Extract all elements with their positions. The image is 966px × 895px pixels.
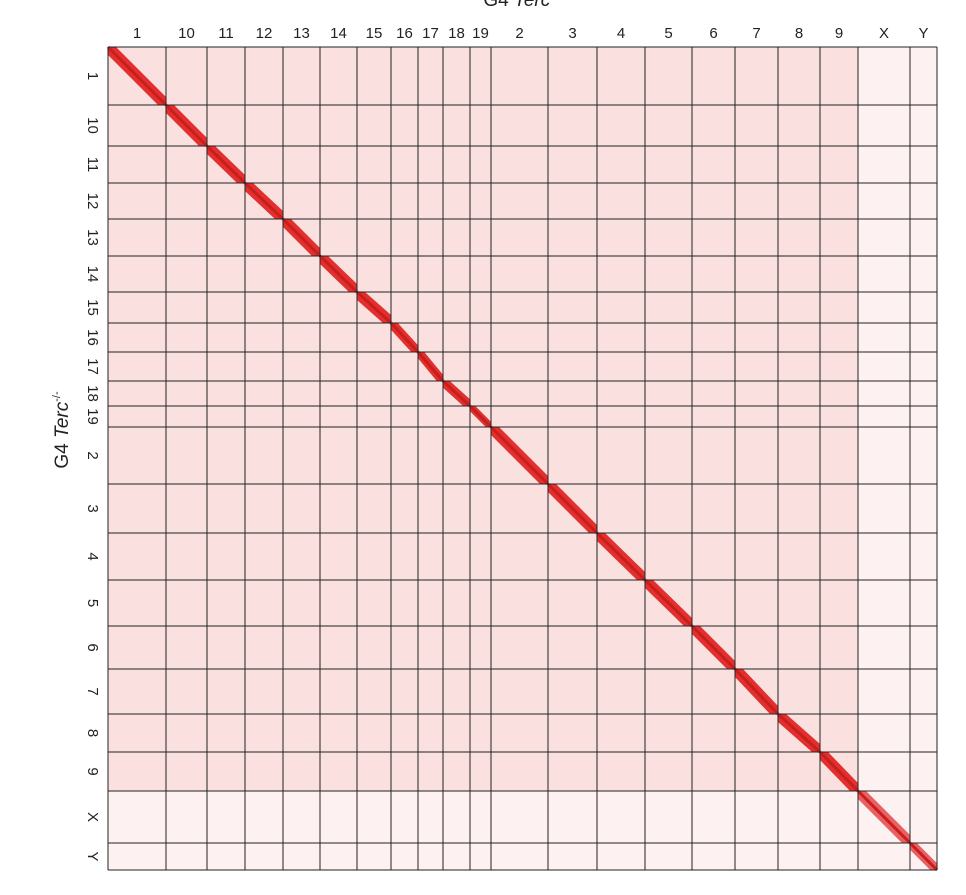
diagonal-core bbox=[776, 712, 822, 754]
diagonal-core bbox=[164, 103, 209, 148]
top-label: 5 bbox=[664, 25, 672, 42]
diagonal-core bbox=[733, 667, 780, 716]
left-label: 5 bbox=[84, 599, 101, 607]
left-label: 3 bbox=[84, 504, 101, 512]
diagonal-core bbox=[205, 144, 247, 185]
left-label: 12 bbox=[84, 193, 101, 210]
left-label: 18 bbox=[84, 385, 101, 402]
y-label-sup: -/- bbox=[51, 391, 63, 402]
diagonal-core bbox=[643, 578, 694, 628]
left-label: 2 bbox=[84, 451, 101, 459]
y-label: G4 Terc-/- bbox=[51, 391, 73, 469]
top-label: 3 bbox=[568, 25, 576, 42]
sex-row bbox=[108, 791, 937, 870]
left-label: Y bbox=[84, 851, 101, 861]
top-label: 11 bbox=[218, 25, 234, 42]
left-label: 9 bbox=[84, 767, 101, 775]
top-label: 17 bbox=[422, 25, 439, 42]
left-label: 6 bbox=[84, 643, 101, 651]
diagonal-core bbox=[690, 624, 737, 671]
title-prefix: G4 bbox=[483, 0, 509, 11]
diagonal-core bbox=[908, 841, 939, 872]
y-label-prefix: G4 bbox=[52, 443, 73, 469]
left-label: 15 bbox=[84, 299, 101, 316]
diagonal-core bbox=[416, 351, 445, 382]
diagonal-core bbox=[546, 482, 599, 535]
left-label: 17 bbox=[84, 358, 101, 375]
top-label: X bbox=[879, 25, 889, 42]
top-label: 18 bbox=[448, 25, 465, 42]
contact-map bbox=[106, 45, 939, 872]
left-label: 13 bbox=[84, 229, 101, 246]
left-label: 7 bbox=[84, 687, 101, 695]
left-label: X bbox=[84, 812, 101, 822]
left-label: 16 bbox=[84, 329, 101, 346]
diagonal-core bbox=[318, 254, 359, 294]
diagonal-core bbox=[818, 750, 860, 793]
top-label: 14 bbox=[330, 25, 347, 42]
left-label: 19 bbox=[84, 408, 101, 425]
title: G4 Terc-/- bbox=[483, 0, 561, 11]
diagonal-core bbox=[389, 321, 420, 354]
left-label: 8 bbox=[84, 729, 101, 737]
sex-col bbox=[858, 47, 937, 870]
top-label: 1 bbox=[133, 25, 141, 42]
diagonal-core bbox=[355, 290, 393, 325]
diagonal-core bbox=[281, 217, 322, 258]
top-label: 7 bbox=[752, 25, 760, 42]
top-label: 8 bbox=[795, 25, 803, 42]
diagonal-core bbox=[595, 531, 647, 582]
y-label-group: G4 Terc-/- bbox=[51, 391, 73, 469]
top-label: 13 bbox=[293, 25, 310, 42]
title-sup: -/- bbox=[550, 0, 561, 1]
diagonal-core bbox=[441, 379, 472, 408]
top-label: 16 bbox=[396, 25, 413, 42]
left-label: 10 bbox=[84, 117, 101, 134]
top-label: 2 bbox=[515, 25, 523, 42]
diagonal-core bbox=[856, 789, 912, 845]
top-label: 15 bbox=[366, 25, 383, 42]
y-label-gene: Terc bbox=[52, 401, 73, 438]
top-label: 12 bbox=[256, 25, 273, 42]
top-label: 9 bbox=[835, 25, 843, 42]
top-label: Y bbox=[918, 25, 928, 42]
top-label: 19 bbox=[472, 25, 489, 42]
left-label: 11 bbox=[84, 157, 101, 173]
diagonal-core bbox=[489, 425, 550, 486]
left-label: 1 bbox=[84, 72, 101, 80]
top-label: 6 bbox=[709, 25, 717, 42]
left-label: 14 bbox=[84, 266, 101, 283]
diagonal-core bbox=[243, 181, 285, 221]
top-label: 4 bbox=[617, 25, 625, 42]
top-label: 10 bbox=[178, 25, 195, 42]
title-gene: Terc bbox=[514, 0, 551, 11]
left-label: 4 bbox=[84, 552, 101, 560]
diagonal-core bbox=[106, 45, 168, 107]
diagonal-core bbox=[468, 404, 493, 429]
